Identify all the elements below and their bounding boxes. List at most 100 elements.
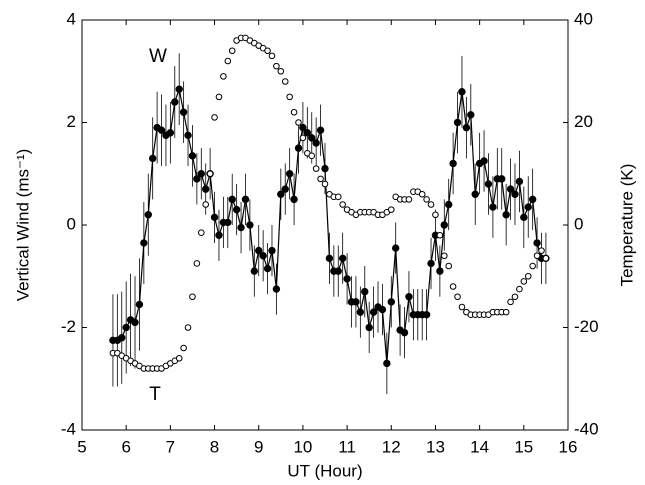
data-point xyxy=(206,170,214,178)
data-point xyxy=(268,52,276,60)
data-point xyxy=(241,195,250,204)
data-point xyxy=(449,283,457,290)
data-point xyxy=(294,144,303,152)
data-point xyxy=(215,93,223,101)
x-tick-label: 5 xyxy=(77,437,86,456)
x-axis-label: UT (Hour) xyxy=(287,461,362,480)
data-point xyxy=(281,78,289,85)
x-tick-label: 15 xyxy=(514,437,533,456)
y-tick-label: 4 xyxy=(67,9,76,28)
data-point xyxy=(352,298,360,306)
data-point xyxy=(131,318,139,327)
x-tick-label: 11 xyxy=(338,437,356,456)
data-point xyxy=(400,328,409,337)
data-point xyxy=(453,118,462,127)
data-point xyxy=(471,190,479,198)
data-point xyxy=(516,285,523,293)
data-point xyxy=(405,196,413,203)
data-point xyxy=(273,62,280,70)
data-point xyxy=(135,300,144,309)
y2-tick-label: -20 xyxy=(574,317,599,336)
y-axis-label: Vertical Wind (ms⁻¹) xyxy=(13,149,32,302)
y-tick-label: 0 xyxy=(67,214,76,233)
data-point xyxy=(148,154,157,163)
data-point xyxy=(520,278,528,285)
data-point xyxy=(334,193,342,201)
x-tick-label: 9 xyxy=(254,437,263,456)
data-point xyxy=(189,293,196,301)
data-point xyxy=(140,239,148,247)
data-point xyxy=(445,200,453,209)
data-point xyxy=(224,218,232,227)
data-point xyxy=(308,134,316,142)
x-tick-label: 13 xyxy=(426,437,445,456)
data-point xyxy=(449,159,457,168)
data-point xyxy=(502,211,510,219)
data-point xyxy=(232,205,241,214)
data-point xyxy=(427,259,435,268)
data-point xyxy=(480,157,488,165)
data-point xyxy=(436,231,444,239)
data-point xyxy=(255,246,263,255)
data-point xyxy=(268,246,276,255)
data-point xyxy=(202,201,210,208)
data-point xyxy=(458,88,466,96)
data-point xyxy=(440,252,448,260)
data-point xyxy=(334,267,342,275)
data-point xyxy=(489,203,497,211)
x-tick-label: 8 xyxy=(210,437,219,456)
data-point xyxy=(157,126,166,134)
data-point xyxy=(524,203,532,211)
y2-axis-label: Temperature (K) xyxy=(617,164,636,287)
data-point xyxy=(316,126,325,134)
data-point xyxy=(484,180,493,188)
y-tick-label: -4 xyxy=(61,419,76,438)
data-point xyxy=(369,308,378,316)
x-tick-label: 10 xyxy=(293,437,312,456)
data-point xyxy=(215,231,223,239)
data-point xyxy=(175,85,183,93)
y-tick-label: 2 xyxy=(67,112,76,131)
data-point xyxy=(122,323,130,332)
data-point xyxy=(436,267,444,275)
series-line xyxy=(112,86,546,364)
data-point xyxy=(312,139,320,147)
data-point xyxy=(179,108,188,116)
data-point xyxy=(193,175,201,183)
data-point xyxy=(210,213,219,222)
data-point xyxy=(498,175,506,183)
data-point xyxy=(533,252,541,260)
data-point xyxy=(383,359,391,368)
series-label: T xyxy=(149,384,161,405)
data-point xyxy=(445,262,453,270)
series-label: W xyxy=(149,46,167,67)
data-point xyxy=(299,134,307,142)
data-point xyxy=(529,262,536,270)
x-tick-label: 6 xyxy=(121,437,130,456)
data-point xyxy=(462,123,471,132)
data-point xyxy=(391,244,400,252)
data-point xyxy=(467,111,475,119)
data-point xyxy=(290,108,298,116)
data-point xyxy=(520,213,528,222)
data-point xyxy=(387,206,395,213)
x-tick-label: 12 xyxy=(382,437,401,456)
data-point xyxy=(343,275,351,283)
data-point xyxy=(290,195,298,204)
data-point xyxy=(378,305,387,314)
data-point xyxy=(180,344,187,352)
data-point xyxy=(237,223,245,232)
data-point xyxy=(356,308,365,316)
data-point xyxy=(422,310,431,319)
data-point xyxy=(211,114,218,121)
data-point xyxy=(427,201,435,208)
data-point xyxy=(250,267,259,275)
data-point xyxy=(184,324,192,331)
data-point xyxy=(184,131,192,140)
data-point xyxy=(515,177,524,186)
data-point xyxy=(538,247,545,254)
data-point xyxy=(418,190,426,198)
data-point xyxy=(338,254,347,263)
data-point xyxy=(502,308,510,316)
